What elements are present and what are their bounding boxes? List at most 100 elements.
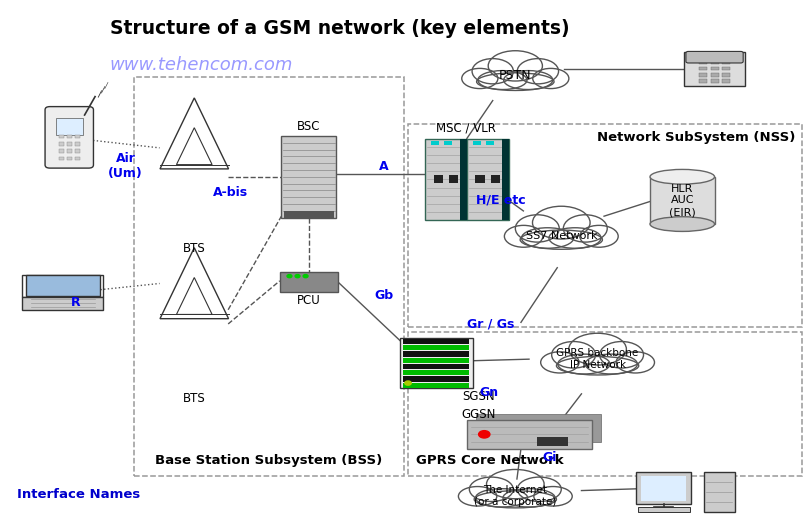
Ellipse shape <box>616 352 654 373</box>
Bar <box>444 141 452 145</box>
Bar <box>59 142 64 145</box>
Bar <box>475 175 485 183</box>
Bar <box>461 139 467 220</box>
Bar <box>403 358 469 363</box>
Bar <box>67 157 72 160</box>
Text: Interface Names: Interface Names <box>17 488 140 501</box>
Bar <box>400 338 473 388</box>
Bar <box>722 79 730 83</box>
Bar <box>59 149 64 153</box>
Ellipse shape <box>520 230 603 249</box>
Bar <box>23 275 103 297</box>
Bar <box>473 141 482 145</box>
Bar <box>650 177 714 224</box>
Bar <box>699 79 707 83</box>
Bar <box>403 352 469 357</box>
Bar <box>23 297 103 310</box>
Bar <box>408 332 802 476</box>
Text: BSC: BSC <box>297 120 321 133</box>
Bar <box>281 136 336 218</box>
Bar <box>503 139 509 220</box>
Ellipse shape <box>486 470 544 499</box>
Bar <box>722 73 730 76</box>
Ellipse shape <box>517 477 562 502</box>
Text: R: R <box>71 296 81 309</box>
FancyBboxPatch shape <box>686 52 743 63</box>
Ellipse shape <box>517 58 558 84</box>
Bar <box>403 376 469 382</box>
Bar <box>467 139 509 220</box>
Text: GGSN: GGSN <box>461 408 495 421</box>
Text: Gn: Gn <box>479 386 499 399</box>
Ellipse shape <box>503 71 553 90</box>
Ellipse shape <box>472 58 513 84</box>
Text: PCU: PCU <box>297 294 321 307</box>
Ellipse shape <box>516 215 559 242</box>
Bar <box>637 472 691 504</box>
Ellipse shape <box>600 341 643 368</box>
Ellipse shape <box>477 73 554 91</box>
Ellipse shape <box>458 486 497 506</box>
Bar <box>448 175 458 183</box>
Text: H/E etc: H/E etc <box>476 194 526 207</box>
Bar <box>490 175 500 183</box>
Text: Structure of a GSM network (key elements): Structure of a GSM network (key elements… <box>110 19 569 38</box>
Bar <box>699 73 707 76</box>
Ellipse shape <box>461 69 498 89</box>
Bar <box>408 124 802 327</box>
Bar <box>466 420 591 449</box>
Bar <box>722 61 730 64</box>
Text: SS7 Network: SS7 Network <box>525 231 597 241</box>
Bar <box>641 476 686 501</box>
Ellipse shape <box>478 71 527 90</box>
Bar <box>638 507 689 512</box>
Bar <box>434 175 444 183</box>
Text: GPRS backbone
IP Network: GPRS backbone IP Network <box>557 348 638 370</box>
Bar <box>403 339 469 344</box>
Bar <box>67 149 72 153</box>
Text: PSTN: PSTN <box>499 69 532 82</box>
Bar <box>431 141 440 145</box>
Ellipse shape <box>580 226 618 247</box>
Bar <box>537 437 568 446</box>
Bar <box>67 142 72 145</box>
Circle shape <box>405 381 411 385</box>
Bar <box>67 135 72 139</box>
Bar <box>403 370 469 375</box>
Text: BTS: BTS <box>183 392 206 405</box>
Bar <box>403 364 469 369</box>
Circle shape <box>478 431 490 438</box>
Bar <box>75 142 80 145</box>
Bar <box>403 383 469 388</box>
Ellipse shape <box>476 489 528 507</box>
Bar <box>280 272 338 292</box>
Text: Air
(Um): Air (Um) <box>108 152 143 180</box>
Text: SGSN: SGSN <box>462 389 494 403</box>
Bar <box>75 149 80 153</box>
Text: GPRS Core Network: GPRS Core Network <box>416 454 564 467</box>
Bar <box>704 472 734 512</box>
Bar <box>134 77 404 476</box>
Bar <box>75 135 80 139</box>
Text: Gr / Gs: Gr / Gs <box>466 317 514 330</box>
Ellipse shape <box>552 341 595 368</box>
Bar <box>710 73 718 76</box>
Bar <box>486 141 494 145</box>
Bar <box>710 66 718 70</box>
Text: A-bis: A-bis <box>213 186 248 199</box>
Ellipse shape <box>532 69 569 89</box>
Ellipse shape <box>532 206 590 239</box>
Bar <box>476 414 601 443</box>
Text: Gb: Gb <box>374 289 393 301</box>
Bar <box>722 66 730 70</box>
Ellipse shape <box>503 489 555 507</box>
Circle shape <box>295 275 300 278</box>
Text: The Internet
(or a corporate): The Internet (or a corporate) <box>474 485 557 506</box>
Ellipse shape <box>534 486 572 506</box>
Bar <box>26 275 100 296</box>
Text: www.tehencom.com: www.tehencom.com <box>110 56 293 74</box>
Bar <box>699 66 707 70</box>
Ellipse shape <box>469 477 513 502</box>
Text: Network SubSystem (NSS): Network SubSystem (NSS) <box>597 131 795 143</box>
Text: Base Station Subsystem (BSS): Base Station Subsystem (BSS) <box>155 454 382 467</box>
